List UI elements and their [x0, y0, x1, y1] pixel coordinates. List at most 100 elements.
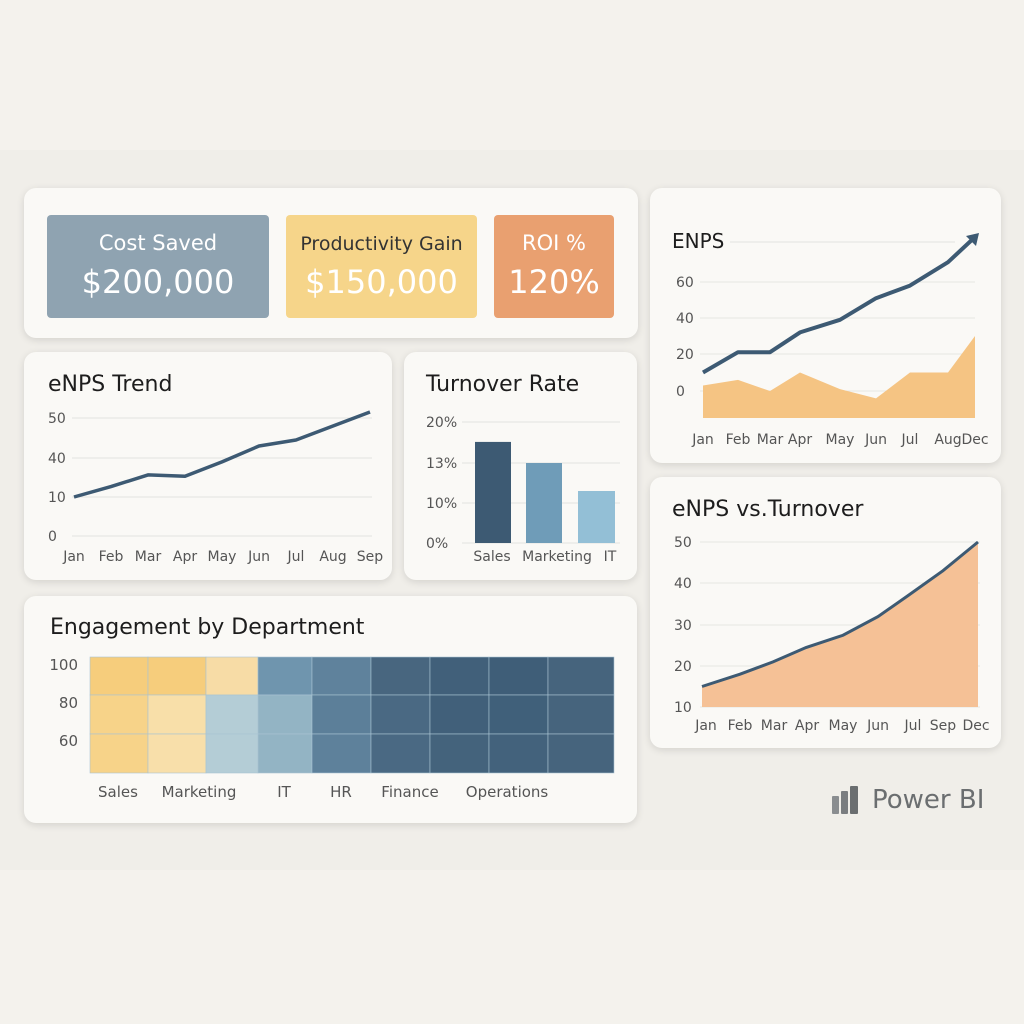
x-tick-label: May: [826, 432, 855, 448]
heatmap-cell: [257, 656, 313, 696]
turnover-title: Turnover Rate: [426, 372, 580, 397]
x-tick-label: Jan: [694, 718, 717, 734]
heatmap-cell: [488, 656, 549, 696]
heatmap-cell: [147, 733, 207, 774]
kpi-value: 120%: [508, 263, 600, 301]
y-tick-label: 40: [676, 311, 694, 327]
heatmap-cell: [311, 694, 372, 735]
heatmap-cell: [370, 733, 431, 774]
heatmap-cell: [370, 694, 431, 735]
x-tick-label: Sales: [98, 783, 138, 801]
y-tick-label: 40: [48, 451, 66, 467]
bar: [475, 441, 511, 543]
enps-trend-line: [73, 410, 371, 499]
area: [702, 542, 978, 707]
power-bi-logo: Power BI: [830, 784, 984, 816]
enps-area: [703, 336, 975, 418]
power-bi-bars-icon: [832, 786, 858, 814]
kpi-label: Productivity Gain: [300, 233, 463, 255]
y-tick-label: 10: [48, 490, 66, 506]
kpi-label: ROI %: [522, 231, 586, 255]
heatmap-cell: [205, 656, 259, 696]
heatmap-cell: [205, 733, 259, 774]
x-tick-label: Sep: [930, 718, 957, 734]
kpi-label: Cost Saved: [98, 231, 218, 255]
kpi-value: $150,000: [305, 263, 458, 301]
enps-line: [701, 235, 977, 375]
heatmap-cell: [547, 694, 615, 735]
x-tick-label: IT: [604, 549, 617, 565]
enps-title: ENPS: [672, 229, 725, 253]
enps-vs-turnover-title: eNPS vs.Turnover: [672, 497, 864, 522]
heatmap-cell: [429, 733, 490, 774]
x-tick-label: Sep: [357, 549, 384, 565]
kpi-value: $200,000: [81, 263, 235, 301]
x-tick-label: Sales: [473, 549, 510, 565]
x-tick-label: Apr: [788, 432, 812, 448]
y-tick-label: 60: [676, 275, 694, 291]
y-tick-label: 60: [59, 732, 78, 750]
heatmap-cell: [205, 694, 259, 735]
heatmap-cell: [311, 656, 372, 696]
x-tick-label: Feb: [728, 718, 753, 734]
x-tick-label: Operations: [466, 783, 549, 801]
x-tick-label: Dec: [962, 718, 989, 734]
x-tick-label: May: [208, 549, 237, 565]
enps-trend-title: eNPS Trend: [48, 372, 173, 397]
arrow-head-icon: [966, 233, 979, 246]
bar: [578, 491, 615, 543]
brand-name: Power BI: [872, 785, 985, 815]
x-tick-label: Mar: [757, 432, 784, 448]
bar: [526, 463, 562, 543]
heatmap-cell: [488, 733, 549, 774]
x-tick-label: HR: [330, 783, 352, 801]
heatmap-cell: [547, 656, 615, 696]
x-tick-label: Mar: [761, 718, 788, 734]
x-tick-label: Jul: [287, 549, 305, 565]
heatmap-cell: [147, 694, 207, 735]
heatmap-cell: [429, 656, 490, 696]
x-tick-label: IT: [277, 783, 291, 801]
x-tick-label: Marketing: [522, 549, 592, 565]
y-tick-label: 100: [49, 656, 78, 674]
y-tick-label: 80: [59, 694, 78, 712]
y-tick-label: 13%: [426, 456, 457, 472]
kpi-roi[interactable]: ROI % 120%: [494, 215, 614, 318]
heatmap-cell: [429, 694, 490, 735]
engagement-title: Engagement by Department: [50, 615, 365, 640]
y-tick-label: 20: [676, 347, 694, 363]
x-tick-label: Jan: [691, 432, 714, 448]
x-tick-label: Finance: [381, 783, 438, 801]
y-tick-label: 0: [48, 529, 57, 545]
y-tick-label: 30: [674, 618, 692, 634]
x-tick-label: Apr: [795, 718, 819, 734]
x-tick-label: Aug: [319, 549, 346, 565]
x-tick-label: Jun: [247, 549, 270, 565]
heatmap-cell: [147, 656, 207, 696]
x-tick-label: Jun: [866, 718, 889, 734]
y-tick-label: 50: [48, 411, 66, 427]
x-tick-label: Apr: [173, 549, 197, 565]
y-tick-label: 40: [674, 576, 692, 592]
x-tick-label: May: [829, 718, 858, 734]
y-tick-label: 10: [674, 700, 692, 716]
heatmap-cell: [257, 694, 313, 735]
kpi-cost-saved[interactable]: Cost Saved $200,000: [47, 215, 269, 318]
heatmap-cell: [370, 656, 431, 696]
y-tick-label: 10%: [426, 496, 457, 512]
heatmap-cell: [89, 733, 149, 774]
x-tick-label: Mar: [135, 549, 162, 565]
heatmap-cell: [311, 733, 372, 774]
x-tick-label: Dec: [961, 432, 988, 448]
x-tick-label: Feb: [99, 549, 124, 565]
x-tick-label: Jul: [904, 718, 922, 734]
y-tick-label: 0%: [426, 536, 448, 552]
x-tick-label: Aug: [934, 432, 961, 448]
area-top-line: [701, 540, 979, 688]
heatmap-cell: [488, 694, 549, 735]
kpi-productivity-gain[interactable]: Productivity Gain $150,000: [286, 215, 477, 318]
heatmap-cell: [89, 656, 149, 696]
y-tick-label: 0: [676, 384, 685, 400]
y-tick-label: 50: [674, 535, 692, 551]
